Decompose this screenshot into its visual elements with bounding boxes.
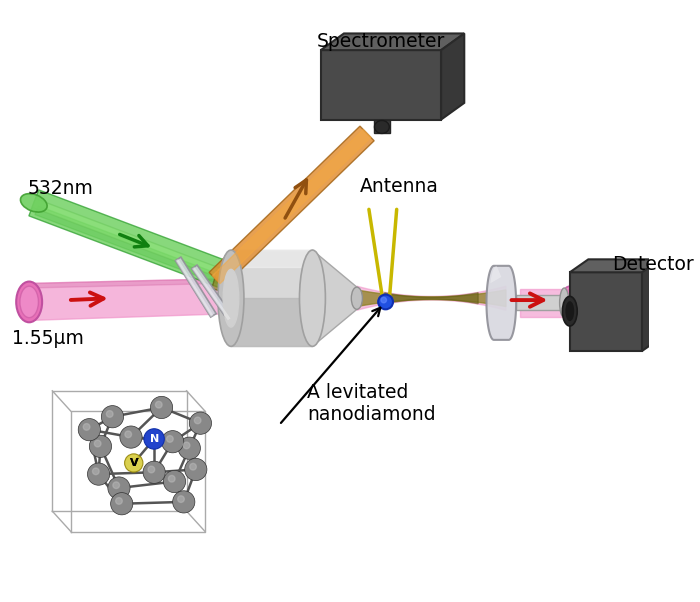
Polygon shape	[357, 290, 506, 306]
Ellipse shape	[20, 194, 47, 212]
Polygon shape	[321, 34, 464, 50]
Text: 532nm: 532nm	[27, 179, 93, 199]
Circle shape	[169, 476, 175, 482]
Text: Antenna: Antenna	[360, 178, 439, 196]
Circle shape	[190, 464, 197, 470]
Polygon shape	[176, 257, 216, 317]
Polygon shape	[176, 259, 214, 317]
Polygon shape	[29, 279, 223, 320]
Ellipse shape	[566, 302, 573, 320]
Circle shape	[111, 492, 133, 515]
Circle shape	[167, 436, 173, 442]
Circle shape	[88, 463, 110, 485]
Text: V: V	[130, 458, 138, 468]
Polygon shape	[570, 272, 642, 351]
Circle shape	[173, 491, 195, 513]
Circle shape	[120, 426, 142, 448]
Ellipse shape	[20, 286, 38, 318]
Circle shape	[94, 440, 101, 447]
Polygon shape	[29, 190, 242, 293]
Text: 1.55μm: 1.55μm	[13, 329, 85, 349]
Polygon shape	[441, 34, 464, 120]
Circle shape	[78, 418, 100, 441]
Polygon shape	[312, 250, 357, 346]
Circle shape	[178, 437, 200, 459]
Circle shape	[178, 496, 184, 503]
Ellipse shape	[300, 250, 326, 346]
Text: Spectrometer: Spectrometer	[317, 32, 445, 51]
Polygon shape	[209, 126, 374, 287]
Polygon shape	[520, 289, 570, 317]
Ellipse shape	[561, 286, 579, 320]
Circle shape	[125, 431, 132, 438]
Polygon shape	[642, 259, 661, 351]
Circle shape	[92, 468, 99, 474]
Circle shape	[143, 461, 165, 483]
Circle shape	[162, 430, 184, 453]
Circle shape	[108, 477, 130, 499]
Polygon shape	[192, 265, 233, 320]
Circle shape	[150, 396, 173, 418]
Text: A levitated
nanodiamond: A levitated nanodiamond	[307, 383, 435, 424]
Circle shape	[102, 406, 124, 428]
Circle shape	[125, 454, 143, 472]
Circle shape	[106, 411, 113, 417]
Polygon shape	[321, 50, 441, 120]
Circle shape	[90, 435, 111, 458]
Circle shape	[185, 458, 207, 480]
Polygon shape	[211, 271, 268, 303]
Circle shape	[113, 482, 120, 489]
Circle shape	[381, 297, 386, 303]
Ellipse shape	[351, 287, 363, 309]
Polygon shape	[231, 250, 312, 267]
Circle shape	[195, 417, 201, 424]
Text: V: V	[130, 458, 138, 468]
Ellipse shape	[16, 282, 42, 322]
Ellipse shape	[559, 288, 569, 318]
Ellipse shape	[218, 250, 244, 346]
Polygon shape	[384, 293, 478, 304]
Polygon shape	[212, 129, 371, 284]
Polygon shape	[491, 266, 501, 283]
Polygon shape	[570, 259, 661, 272]
Polygon shape	[231, 298, 312, 346]
Text: N: N	[150, 434, 159, 444]
Polygon shape	[374, 120, 390, 134]
Polygon shape	[35, 206, 242, 291]
Circle shape	[148, 466, 155, 473]
Polygon shape	[357, 286, 506, 310]
Ellipse shape	[223, 269, 239, 327]
Polygon shape	[516, 296, 564, 310]
Circle shape	[83, 424, 90, 430]
Circle shape	[163, 470, 186, 492]
Polygon shape	[192, 267, 230, 320]
Circle shape	[183, 442, 190, 448]
Circle shape	[378, 294, 393, 309]
Circle shape	[144, 429, 164, 449]
Ellipse shape	[374, 120, 389, 134]
Polygon shape	[486, 266, 516, 340]
Circle shape	[189, 412, 211, 434]
Polygon shape	[29, 279, 223, 288]
Text: Detector: Detector	[612, 255, 694, 275]
Polygon shape	[231, 250, 312, 346]
Ellipse shape	[562, 296, 578, 326]
Circle shape	[116, 498, 122, 504]
Circle shape	[155, 402, 162, 408]
Polygon shape	[32, 199, 239, 284]
